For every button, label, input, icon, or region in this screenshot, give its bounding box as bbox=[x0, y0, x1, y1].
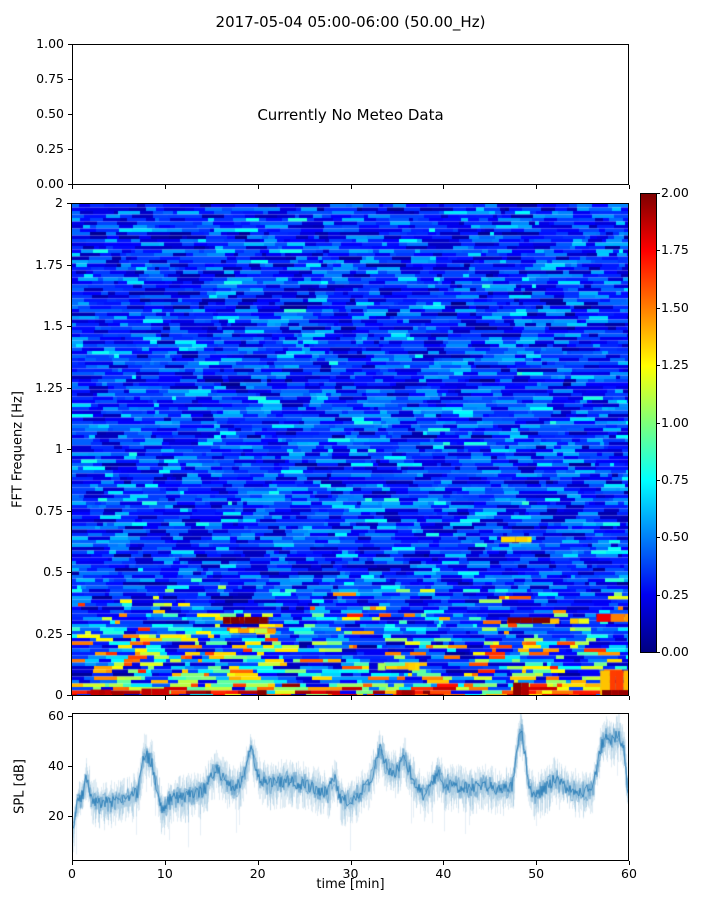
spl-y-tick-label: 60 bbox=[48, 708, 64, 723]
spectrogram-y-tick bbox=[67, 387, 71, 389]
meteo-y-tick-label: 0.00 bbox=[36, 176, 64, 191]
spectrogram-x-tick bbox=[536, 696, 538, 700]
meteo-x-tick bbox=[443, 185, 445, 189]
meteo-y-tick bbox=[68, 44, 72, 45]
meteo-y-tick-label: 1.00 bbox=[36, 36, 64, 51]
colorbar-tick bbox=[657, 365, 660, 367]
spl-line-chart bbox=[73, 714, 628, 860]
spl-x-tick bbox=[629, 861, 630, 865]
spectrogram-y-tick-label: 0.75 bbox=[35, 502, 63, 518]
spectrogram-y-tick bbox=[67, 572, 71, 573]
colorbar-tick bbox=[657, 193, 660, 194]
spl-x-tick bbox=[257, 861, 259, 865]
spl-x-tick-label: 10 bbox=[156, 866, 173, 881]
spectrogram-y-tick-label: 1.25 bbox=[35, 379, 63, 395]
spectrogram-y-tick bbox=[67, 510, 71, 512]
meteo-y-tick bbox=[68, 149, 72, 150]
spectrogram-x-tick bbox=[629, 696, 630, 700]
colorbar-tick-label: 0.50 bbox=[661, 529, 689, 545]
spl-y-tick bbox=[68, 766, 72, 767]
spectrogram-x-tick bbox=[72, 696, 73, 700]
colorbar-tick-label: 0.75 bbox=[661, 471, 689, 487]
colorbar-tick-label: 1.25 bbox=[661, 357, 689, 373]
spl-x-tick-label: 0 bbox=[68, 866, 76, 881]
meteo-x-tick bbox=[536, 185, 538, 189]
meteo-y-tick bbox=[68, 79, 72, 80]
spectrogram-y-tick-label: 1 bbox=[55, 441, 63, 456]
colorbar-tick-label: 0.00 bbox=[661, 644, 689, 659]
spectrogram-x-tick bbox=[257, 696, 259, 700]
spectrogram-y-tick bbox=[67, 203, 71, 204]
meteo-y-tick-label: 0.75 bbox=[36, 71, 64, 86]
colorbar-tick bbox=[657, 594, 660, 596]
colorbar-tick bbox=[657, 422, 660, 424]
colorbar-gradient bbox=[641, 194, 656, 652]
meteo-y-tick-label: 0.25 bbox=[36, 141, 64, 156]
spl-y-tick-label: 40 bbox=[48, 758, 64, 773]
spl-panel bbox=[72, 713, 629, 861]
colorbar-tick-label: 1.75 bbox=[661, 242, 689, 258]
spectrogram-panel bbox=[71, 203, 629, 696]
colorbar-tick bbox=[657, 479, 660, 481]
spectrogram-heatmap bbox=[72, 204, 628, 695]
spl-x-tick-label: 60 bbox=[621, 866, 637, 881]
meteo-message: Currently No Meteo Data bbox=[257, 105, 444, 124]
spl-x-tick bbox=[443, 861, 445, 865]
spl-x-tick-label: 40 bbox=[435, 866, 452, 881]
meteo-y-tick bbox=[68, 114, 72, 115]
spectrogram-y-tick-label: 0 bbox=[55, 687, 63, 702]
meteo-y-tick-label: 0.50 bbox=[36, 106, 64, 121]
colorbar-tick bbox=[657, 250, 660, 252]
meteo-x-tick bbox=[72, 185, 73, 189]
spectrogram-y-tick bbox=[67, 264, 71, 266]
spectrogram-y-tick-label: 1.5 bbox=[43, 318, 63, 333]
spectrogram-y-tick-label: 1.75 bbox=[35, 256, 63, 272]
figure-title: 2017-05-04 05:00-06:00 (50.00_Hz) bbox=[215, 13, 486, 31]
spl-y-tick bbox=[68, 816, 72, 817]
spectrogram-x-tick bbox=[164, 696, 166, 700]
spl-y-tick bbox=[68, 716, 72, 717]
spectrogram-x-tick bbox=[443, 696, 445, 700]
spectrogram-y-tick-label: 2 bbox=[55, 195, 63, 210]
spl-x-tick-label: 30 bbox=[342, 866, 359, 881]
spl-x-tick bbox=[72, 861, 73, 865]
spl-x-tick bbox=[536, 861, 538, 865]
meteo-x-tick bbox=[164, 185, 166, 189]
colorbar-tick bbox=[657, 307, 660, 309]
spectrogram-y-tick-label: 0.25 bbox=[35, 625, 63, 641]
meteo-y-tick bbox=[68, 184, 72, 185]
spl-x-tick-label: 20 bbox=[249, 866, 266, 881]
spectrogram-y-tick-label: 0.5 bbox=[43, 564, 63, 579]
spl-x-tick bbox=[350, 861, 352, 865]
meteo-x-tick bbox=[257, 185, 259, 189]
spectrogram-y-tick bbox=[67, 695, 71, 696]
spectrogram-x-tick bbox=[350, 696, 352, 700]
colorbar bbox=[640, 193, 657, 653]
colorbar-tick bbox=[657, 652, 660, 653]
colorbar-tick-label: 2.00 bbox=[661, 185, 689, 200]
spectrogram-y-tick bbox=[67, 326, 71, 327]
colorbar-tick-label: 1.50 bbox=[661, 299, 689, 315]
meteo-x-tick bbox=[629, 185, 630, 189]
meteo-panel: Currently No Meteo Data bbox=[72, 44, 629, 185]
colorbar-tick bbox=[657, 537, 660, 539]
colorbar-tick-label: 0.25 bbox=[661, 586, 689, 602]
spl-y-tick-label: 20 bbox=[48, 808, 64, 823]
time-xlabel: time [min] bbox=[316, 877, 385, 892]
meteo-x-tick bbox=[350, 185, 352, 189]
spectrogram-y-tick bbox=[67, 449, 71, 450]
colorbar-tick-label: 1.00 bbox=[661, 414, 689, 430]
spl-x-tick-label: 50 bbox=[528, 866, 545, 881]
spectrogram-y-tick bbox=[67, 633, 71, 635]
spl-x-tick bbox=[164, 861, 166, 865]
